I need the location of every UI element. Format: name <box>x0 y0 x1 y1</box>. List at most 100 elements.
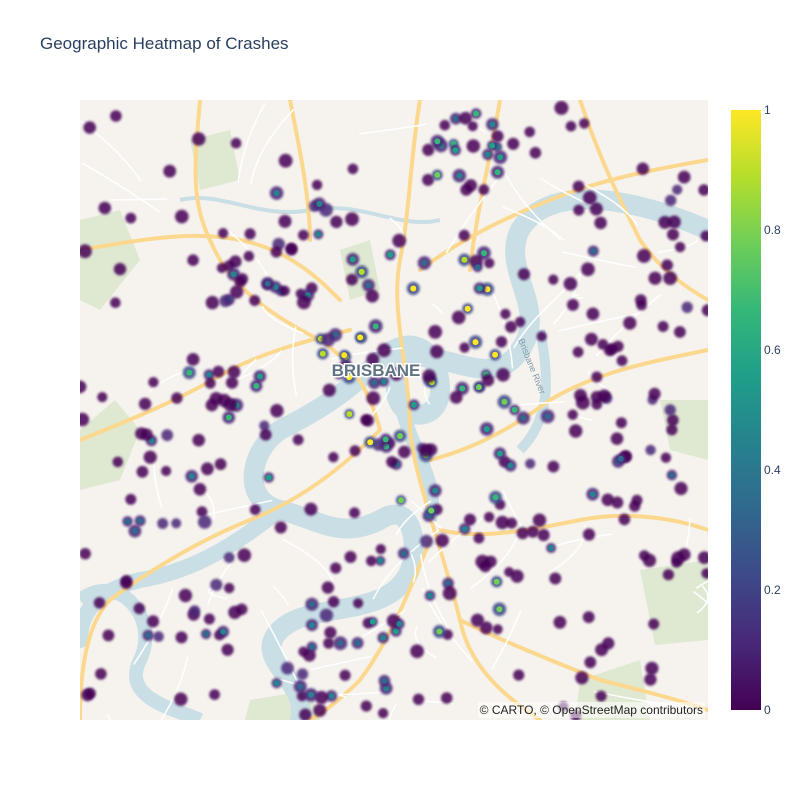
heat-spot <box>346 273 358 286</box>
heat-spot-core <box>481 250 487 257</box>
heat-spot <box>311 179 323 191</box>
heat-spot <box>186 353 200 366</box>
heat-spot <box>623 316 637 330</box>
heat-spot <box>645 661 659 675</box>
heat-spot <box>439 119 451 131</box>
heat-spot <box>80 412 90 427</box>
heat-spot <box>366 555 377 567</box>
heat-spot <box>586 307 600 321</box>
heat-spot <box>223 397 238 412</box>
heat-spot <box>584 332 598 346</box>
heat-spot <box>590 391 603 404</box>
heat-spot-core <box>367 439 374 446</box>
heat-spot-core <box>396 620 403 627</box>
heat-spot <box>204 377 216 389</box>
heat-spot-core <box>393 628 399 635</box>
heat-spot-core <box>668 472 675 479</box>
heat-spot-core <box>520 415 527 421</box>
park-area <box>80 210 140 310</box>
heat-spot-core <box>452 115 459 122</box>
heat-spot-core <box>308 643 315 650</box>
heat-spot <box>661 259 673 271</box>
heat-spot <box>536 331 547 342</box>
heat-spot <box>133 602 145 615</box>
heat-spot <box>175 209 189 224</box>
minor-road <box>427 514 488 563</box>
heat-spot-core <box>253 383 260 389</box>
heat-spot <box>422 173 435 186</box>
heat-spot <box>102 629 115 642</box>
map-attribution[interactable]: © CARTO, © OpenStreetMap contributors <box>477 702 705 718</box>
heat-spot <box>80 380 87 394</box>
heat-spot-core <box>427 592 433 599</box>
heat-spot <box>517 268 531 281</box>
heat-spot <box>322 383 336 397</box>
heat-spot <box>674 481 688 496</box>
heat-spot <box>479 621 493 635</box>
heat-spot <box>524 126 535 138</box>
heat-spot-core <box>188 473 195 480</box>
heat-spot <box>161 465 172 477</box>
heat-spot <box>210 578 223 591</box>
heat-spot-core <box>381 677 388 684</box>
heat-spot <box>422 143 435 156</box>
heat-spot <box>205 295 220 310</box>
heat-spot <box>389 367 403 381</box>
heat-spot-core <box>544 413 551 420</box>
heat-spot <box>304 502 318 516</box>
park-area <box>80 400 140 490</box>
heat-spot <box>581 262 595 277</box>
heat-spot-core <box>548 545 555 551</box>
heat-spot <box>467 121 478 132</box>
minor-road <box>152 464 163 509</box>
colorbar-tick-label: 1 <box>764 103 771 117</box>
heat-spot <box>458 229 470 241</box>
heat-spot <box>259 420 270 431</box>
heat-spot <box>270 246 282 258</box>
heat-spot <box>125 493 137 505</box>
heat-spot-core <box>483 426 490 432</box>
heat-spot <box>203 613 215 625</box>
heat-spot <box>191 132 206 146</box>
heat-spot-core <box>489 121 496 128</box>
minor-road <box>291 326 298 397</box>
heat-spot-core <box>369 618 376 625</box>
heat-spot-core <box>357 334 364 341</box>
heat-spot <box>386 456 398 468</box>
minor-road <box>696 585 708 614</box>
heat-spot-core <box>398 497 404 504</box>
heat-spot <box>510 569 524 583</box>
heat-spot <box>660 452 672 463</box>
heat-spot <box>435 533 449 548</box>
heat-spot <box>279 285 290 296</box>
heat-spot-core <box>428 507 435 514</box>
heat-spot <box>681 301 693 313</box>
heat-spot <box>278 214 292 228</box>
heat-spot <box>249 295 261 306</box>
heat-spot <box>569 424 583 438</box>
heat-spot <box>392 233 407 248</box>
heat-spot <box>412 693 425 705</box>
heat-spot <box>140 428 153 441</box>
map-plot-area[interactable]: BRISBANE Brisbane River © CARTO, © OpenS… <box>80 100 708 720</box>
minor-road <box>576 180 638 226</box>
heat-spot-core <box>358 268 365 275</box>
heat-spot <box>110 297 121 308</box>
heat-spot <box>459 111 473 125</box>
heat-spot <box>212 365 225 378</box>
heat-spot <box>362 414 374 427</box>
heat-spot <box>582 611 595 624</box>
heat-spot <box>664 404 676 416</box>
map-canvas[interactable]: BRISBANE Brisbane River <box>80 100 708 720</box>
heat-spot-core <box>436 628 443 635</box>
heat-spot <box>157 518 169 529</box>
heat-spot <box>575 395 590 410</box>
heat-spot-core <box>456 172 463 179</box>
minor-road <box>462 108 486 134</box>
heat-spot-core <box>497 154 504 161</box>
heat-spot <box>579 118 590 129</box>
heat-spot <box>466 139 481 153</box>
heat-spot-core <box>617 455 624 462</box>
heat-spot <box>572 346 584 358</box>
heat-spot <box>537 528 550 542</box>
